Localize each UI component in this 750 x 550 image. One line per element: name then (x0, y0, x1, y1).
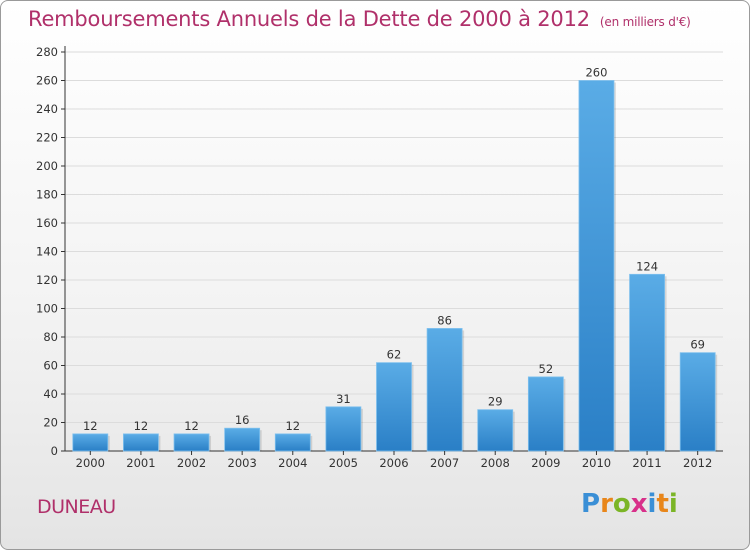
y-tick-label: 260 (36, 74, 58, 88)
x-tick-label: 2008 (481, 456, 510, 470)
bar-value-label: 86 (437, 313, 452, 327)
y-tick-label: 100 (36, 302, 58, 316)
proxiti-logo: Proxiti (581, 489, 678, 519)
chart-title: Remboursements Annuels de la Dette de 20… (28, 7, 691, 31)
y-tick-label: 80 (43, 330, 58, 344)
x-tick-label: 2012 (683, 456, 712, 470)
bar-value-label: 62 (387, 348, 402, 362)
logo-letter: i (668, 489, 678, 519)
chart-title-text: Remboursements Annuels de la Dette de 20… (28, 7, 590, 31)
bar-value-label: 260 (585, 66, 607, 80)
bar (578, 80, 615, 452)
bar (224, 427, 261, 452)
logo-letter: o (612, 489, 631, 519)
bar-value-label: 52 (539, 362, 554, 376)
bar-value-label: 69 (690, 338, 705, 352)
logo-letter: r (600, 489, 613, 519)
y-tick-label: 240 (36, 102, 58, 116)
bar (477, 409, 514, 452)
x-tick-label: 2010 (582, 456, 611, 470)
logo-letter: t (656, 489, 669, 519)
x-tick-label: 2006 (379, 456, 408, 470)
logo-letter: P (581, 489, 601, 519)
x-tick-label: 2007 (430, 456, 459, 470)
y-tick-label: 140 (36, 245, 58, 259)
x-tick-label: 2003 (228, 456, 257, 470)
bar-value-label: 12 (134, 419, 149, 433)
x-tick-label: 2004 (278, 456, 307, 470)
bar-value-label: 16 (235, 413, 250, 427)
y-tick-label: 120 (36, 273, 58, 287)
y-tick-label: 160 (36, 216, 58, 230)
y-tick-label: 60 (43, 359, 58, 373)
bar-value-label: 31 (336, 392, 351, 406)
x-tick-label: 2009 (531, 456, 560, 470)
bar (173, 433, 210, 452)
y-tick-label: 180 (36, 188, 58, 202)
logo-letter: i (647, 489, 657, 519)
bar-value-label: 124 (636, 259, 658, 273)
bar-value-label: 29 (488, 395, 503, 409)
y-tick-label: 220 (36, 131, 58, 145)
x-tick-label: 2001 (126, 456, 155, 470)
x-tick-label: 2002 (177, 456, 206, 470)
bar (274, 433, 311, 452)
logo-letter: x (630, 489, 648, 519)
bar-value-label: 12 (285, 419, 300, 433)
bar-value-label: 12 (184, 419, 199, 433)
y-tick-label: 200 (36, 159, 58, 173)
x-tick-label: 2005 (329, 456, 358, 470)
bar (679, 352, 716, 452)
x-tick-label: 2000 (76, 456, 105, 470)
chart-unit-note: (en milliers d'€) (599, 15, 691, 29)
commune-name: DUNEAU (37, 496, 116, 518)
bar (325, 406, 362, 452)
y-tick-label: 20 (43, 416, 58, 430)
bar (426, 328, 463, 452)
bar (527, 376, 564, 452)
bar-value-label: 12 (83, 419, 98, 433)
y-tick-label: 40 (43, 387, 58, 401)
bar (376, 362, 412, 452)
y-tick-label: 0 (51, 444, 58, 458)
x-tick-label: 2011 (632, 456, 661, 470)
y-tick-label: 280 (36, 45, 58, 59)
bar (72, 433, 109, 452)
bar (123, 433, 159, 452)
bar (629, 273, 665, 452)
